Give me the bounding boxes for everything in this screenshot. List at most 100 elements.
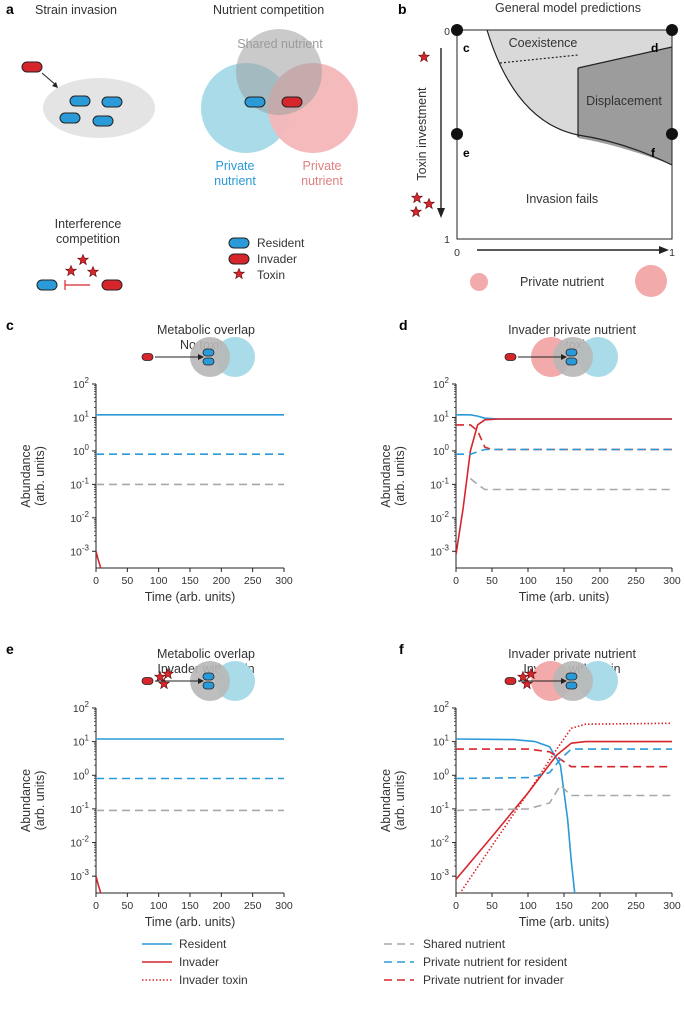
series-invader — [96, 876, 102, 893]
invasion-arrowhead — [561, 678, 567, 684]
y-tick-label: 101 — [73, 734, 90, 749]
resident-cell-icon — [202, 357, 215, 366]
x-axis-label: Time (arb. units) — [145, 915, 236, 929]
resident-cell-icon — [36, 279, 58, 291]
y-tick-label: 10-2 — [430, 835, 449, 850]
x-tick-label: 200 — [213, 900, 231, 912]
coexistence-label: Coexistence — [509, 36, 578, 50]
resident-population-ellipse — [43, 78, 155, 138]
shared-nutrient-circle — [236, 29, 322, 115]
toxin-investment-label: Toxin investment — [415, 87, 429, 181]
x-tick-label: 50 — [121, 900, 133, 912]
invader-cell-icon — [504, 353, 517, 361]
invasion-fails-label: Invasion fails — [526, 192, 598, 206]
corner-marker-c — [451, 24, 463, 36]
y-tick-label: 10-2 — [70, 510, 89, 525]
legend-resident: Resident — [179, 937, 227, 951]
resident-cell-icon — [565, 681, 578, 690]
chart-title-line-1: Metabolic overlap — [157, 647, 255, 661]
y-tick-label: 10-3 — [70, 543, 89, 558]
series-invader-toxin — [459, 722, 672, 893]
y-tick-label: 102 — [73, 376, 90, 391]
y-tick-label: 102 — [433, 376, 450, 391]
y-axis-label-2: (arb. units) — [393, 446, 407, 506]
y-tick-label: 102 — [433, 700, 450, 715]
y-tick-label: 100 — [73, 443, 90, 458]
legend-a-resident: Resident — [257, 236, 305, 250]
corner-label-e: e — [463, 146, 470, 160]
toxin-star-icon — [65, 265, 77, 276]
y-tick-label: 10-3 — [430, 868, 449, 883]
y-tick-label: 100 — [73, 767, 90, 782]
legend-a-toxin: Toxin — [257, 268, 285, 282]
panel-label-a: a — [6, 1, 14, 17]
coexistence-dotted-boundary — [499, 54, 579, 64]
y-tick-label: 10-1 — [70, 801, 89, 816]
y-tick-label: 101 — [433, 409, 450, 424]
resident-cell-icon — [69, 95, 91, 107]
resident-cell-icon — [92, 115, 114, 127]
y-top-tick: 0 — [444, 26, 450, 38]
scenario-schematic-icon — [504, 337, 618, 377]
toxin-axis-arrowhead — [437, 208, 445, 218]
resident-cell-icon — [565, 672, 578, 681]
y-axis-label-2: (arb. units) — [393, 771, 407, 831]
x-tick-label: 200 — [591, 575, 609, 587]
x-tick-label: 100 — [519, 900, 537, 912]
legend-a-invader: Invader — [257, 252, 297, 266]
resident-cell-icon — [565, 348, 578, 357]
x-tick-label: 150 — [555, 575, 573, 587]
y-axis-label-1: Abundance — [19, 444, 33, 507]
y-tick-label: 10-2 — [430, 510, 449, 525]
legend-private-invader: Private nutrient for invader — [423, 973, 564, 987]
panel-label-b: b — [398, 1, 407, 17]
shared-nutrient-circle — [553, 661, 593, 701]
series-invader — [456, 418, 672, 555]
private-nutrient-resident-label-1: Private — [216, 159, 255, 173]
displacement-region — [578, 47, 672, 165]
resident-cell-icon — [202, 672, 215, 681]
chart-title-line-1: Invader private nutrient — [508, 647, 636, 661]
y-tick-label: 10-1 — [70, 476, 89, 491]
legend-resident-icon — [228, 237, 250, 249]
toxin-star-icon — [521, 678, 533, 689]
private-nutrient-label: Private nutrient — [520, 275, 605, 289]
resident-cell-icon — [565, 357, 578, 366]
y-axis-label-1: Abundance — [379, 769, 393, 832]
series-private-nutrient-for-invader — [456, 424, 672, 451]
large-private-nutrient-circle — [635, 265, 667, 297]
series-shared-nutrient — [469, 477, 672, 491]
series-resident — [456, 738, 576, 893]
shared-nutrient-label: Shared nutrient — [237, 37, 323, 51]
x-tick-label: 300 — [663, 575, 681, 587]
nutrient-competition-title: Nutrient competition — [213, 3, 324, 17]
resident-cell-icon — [244, 96, 266, 108]
x-tick-label: 300 — [275, 575, 293, 587]
resident-cell-icon — [101, 96, 123, 108]
panel-label-f: f — [399, 641, 404, 657]
x-tick-label: 150 — [181, 900, 199, 912]
panel-b: b General model predictions c d e f Coex… — [398, 1, 678, 297]
x-left-tick: 0 — [454, 247, 460, 259]
x-tick-label: 200 — [213, 575, 231, 587]
y-tick-label: 10-3 — [70, 868, 89, 883]
scenario-schematic-icon — [504, 661, 618, 701]
resident-cell-icon — [59, 112, 81, 124]
series-shared-nutrient — [456, 784, 672, 812]
invader-cell-icon — [141, 353, 154, 361]
x-axis-label: Time (arb. units) — [519, 590, 610, 604]
interference-title-2: competition — [56, 232, 120, 246]
toxin-star-icon — [87, 266, 99, 277]
x-tick-label: 0 — [93, 575, 99, 587]
x-tick-label: 50 — [486, 575, 498, 587]
resident-cell-icon — [202, 348, 215, 357]
shared-nutrient-circle — [190, 661, 230, 701]
x-tick-label: 250 — [244, 900, 262, 912]
x-tick-label: 300 — [275, 900, 293, 912]
invader-cell-icon — [281, 96, 303, 108]
y-bottom-tick: 1 — [444, 234, 450, 246]
x-tick-label: 50 — [486, 900, 498, 912]
